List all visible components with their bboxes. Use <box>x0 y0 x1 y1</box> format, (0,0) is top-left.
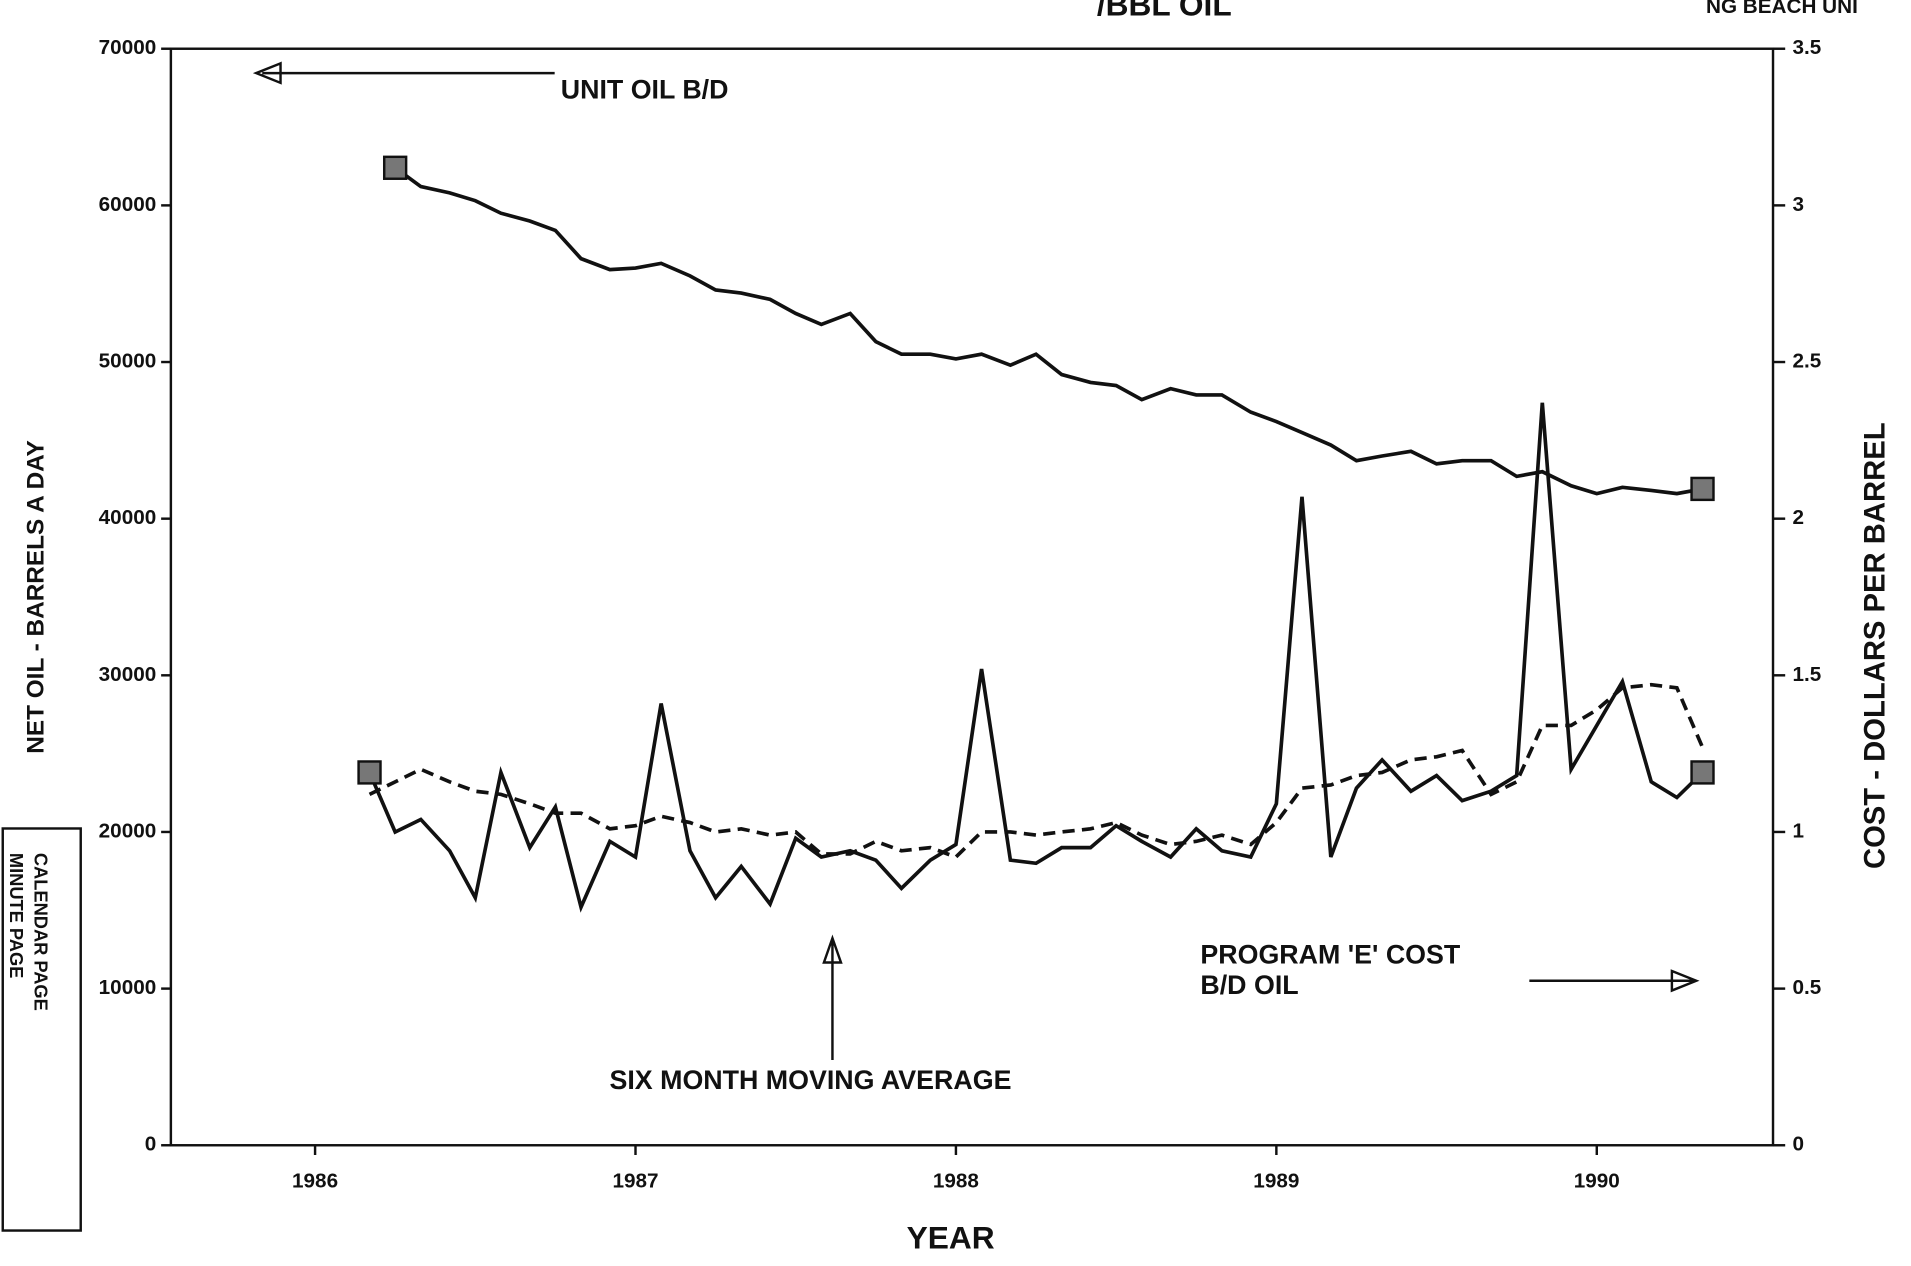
plot-frame <box>169 47 1775 1147</box>
y-tick-label: 20000 <box>99 819 157 842</box>
y2-tick-label: 0.5 <box>1793 976 1822 999</box>
y-tick-label: 10000 <box>99 976 157 999</box>
y-tick-label: 70000 <box>99 36 157 59</box>
y-tick-label: 60000 <box>99 193 157 216</box>
arrow <box>822 934 843 1060</box>
series-line <box>394 166 1703 496</box>
end-marker <box>1690 760 1715 785</box>
y2-tick-label: 1.5 <box>1793 663 1822 686</box>
stamp-text: MINUTE PAGE <box>6 853 27 979</box>
chart-title: /BBL OIL <box>1097 0 1232 23</box>
stamp-box <box>1 827 82 1232</box>
y2-tick-label: 3 <box>1793 193 1805 216</box>
series-line <box>368 682 1705 860</box>
y-tick-label: 50000 <box>99 349 157 372</box>
y2-tick-label: 1 <box>1793 819 1805 842</box>
end-marker <box>357 760 382 785</box>
x-tick-label: 1986 <box>292 1169 338 1192</box>
x-tick-label: 1990 <box>1574 1169 1620 1192</box>
series-line <box>367 402 1704 913</box>
series-label: PROGRAM 'E' COST <box>1200 939 1461 969</box>
corner-text: NG BEACH UNI <box>1706 0 1858 18</box>
end-marker <box>1690 476 1715 502</box>
end-marker <box>382 155 408 180</box>
x-tick-label: 1988 <box>933 1169 979 1192</box>
series-label: SIX MONTH MOVING AVERAGE <box>609 1065 1011 1095</box>
y-tick-label: 40000 <box>99 506 157 529</box>
arrow <box>1529 969 1700 993</box>
stamp-text: CALENDAR PAGE <box>30 853 51 1011</box>
annotation: B/D OIL <box>1200 970 1298 1000</box>
y2-tick-label: 0 <box>1793 1133 1805 1156</box>
y2-axis-label: COST - DOLLARS PER BARREL <box>1859 422 1891 869</box>
y2-tick-label: 2.5 <box>1793 349 1822 372</box>
x-tick-label: 1987 <box>612 1169 658 1192</box>
x-axis-label: YEAR <box>907 1220 995 1256</box>
series-label: UNIT OIL B/D <box>561 74 729 104</box>
arrow <box>252 61 555 85</box>
y-axis-label: NET OIL - BARRELS A DAY <box>22 440 49 754</box>
y-tick-label: 0 <box>145 1133 157 1156</box>
y2-tick-label: 3.5 <box>1793 36 1822 59</box>
y2-tick-label: 2 <box>1793 506 1805 529</box>
x-tick-label: 1989 <box>1253 1169 1299 1192</box>
y-tick-label: 30000 <box>99 663 157 686</box>
